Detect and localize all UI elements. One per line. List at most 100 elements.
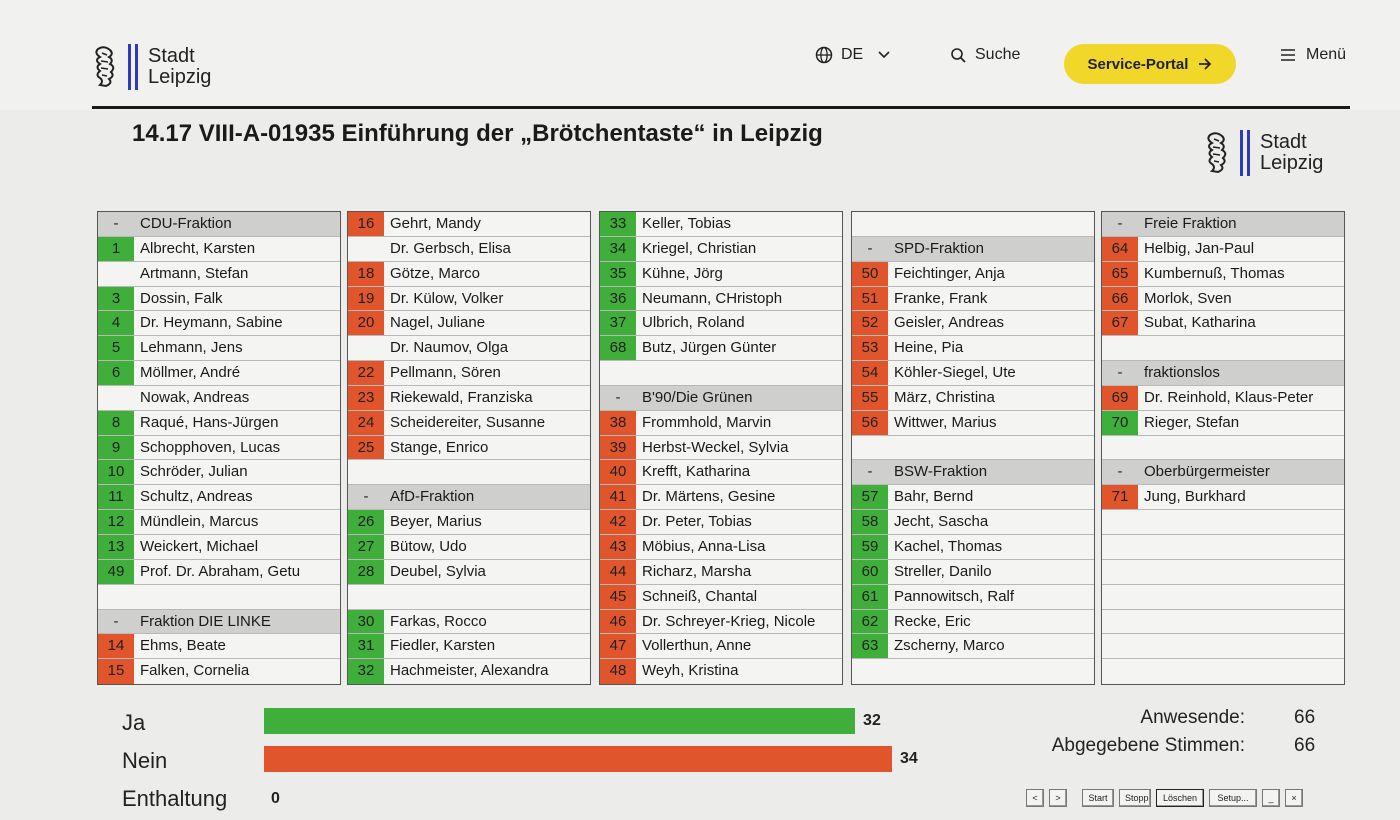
seat-number-vote-cell: 51 [852,286,888,311]
seat-number-vote-cell: 27 [348,534,384,559]
seat-number-vote-cell: 32 [348,659,384,685]
search-link[interactable]: Suche [950,46,1020,64]
empty-name-cell [888,436,1094,460]
seat-number-vote-cell: 71 [1102,485,1138,510]
service-portal-label: Service-Portal [1087,55,1189,73]
member-row: 63 Zscherny, Marco [852,634,1094,660]
language-selector[interactable]: DE [815,46,891,64]
member-row: 18 Götze, Marco [348,261,590,287]
party-header-row: - AfD-Fraktion [348,485,590,511]
nein-label: Nein [122,748,168,773]
member-name: Jecht, Sascha [894,513,989,531]
member-row: 8 Raqué, Hans-Jürgen [98,410,340,436]
member-row: 5 Lehmann, Jens [98,336,340,362]
member-name: Dr. Schreyer-Krieg, Nicole [642,612,816,630]
member-row: 25 Stange, Enrico [348,435,590,461]
member-row: 67 Subat, Katharina [1102,311,1344,337]
party-header-row: - Oberbürgermeister [1102,460,1344,486]
party-header-row: - SPD-Fraktion [852,236,1094,262]
member-row: 3 Dossin, Falk [98,286,340,312]
member-name: Farkas, Rocco [390,612,487,630]
member-row: 19 Dr. Külow, Volker [348,286,590,312]
member-row: 39 Herbst-Weckel, Sylvia [600,435,842,461]
seat-number-vote-cell: 53 [852,336,888,361]
member-row: 51 Franke, Frank [852,286,1094,312]
empty-row [1102,659,1344,684]
service-portal-button[interactable]: Service-Portal [1064,44,1236,84]
minimize-button[interactable]: _ [1262,789,1280,807]
prev-button[interactable]: < [1026,789,1044,807]
empty-row [1102,634,1344,660]
seat-number-vote-cell: 6 [98,361,134,385]
seat-number-vote-cell: 49 [98,559,134,584]
setup-button[interactable]: Setup... [1209,789,1257,807]
member-row: 66 Morlok, Sven [1102,286,1344,312]
ja-result-bar [264,708,856,734]
seat-number-vote-cell: 59 [852,534,888,559]
party-name: Oberbürgermeister [1144,463,1270,481]
start-button[interactable]: Start [1082,789,1114,807]
empty-row [852,212,1094,237]
empty-name-cell [636,361,842,385]
member-name: Fiedler, Karsten [390,637,496,655]
member-name: Götze, Marco [390,264,481,282]
seat-number-vote-cell: 35 [600,261,636,286]
member-name: Falken, Cornelia [140,662,250,680]
empty-seat-cell [1102,659,1138,684]
menu-button[interactable]: Menü [1280,46,1346,64]
member-row: 14 Ehms, Beate [98,634,340,660]
enthaltung-label: Enthaltung [122,786,228,811]
party-name: fraktionslos [1144,364,1220,382]
member-name: Möbius, Anna-Lisa [642,537,766,555]
party-dash: - [1102,460,1138,485]
member-name: Weyh, Kristina [642,662,739,680]
lion-crest-icon [95,46,115,88]
member-row: 37 Ulbrich, Roland [600,311,842,337]
empty-seat-cell [1102,560,1138,584]
member-row: 27 Bütow, Udo [348,534,590,560]
member-name: Ulbrich, Roland [642,314,745,332]
arrow-right-icon [1199,58,1212,70]
seat-number-vote-cell: 56 [852,410,888,435]
member-name: Zscherny, Marco [894,637,1005,655]
clear-button[interactable]: Löschen [1156,789,1204,807]
member-name: Mündlein, Marcus [140,513,259,531]
member-name: Schopphoven, Lucas [140,438,281,456]
member-row: 13 Weickert, Michael [98,534,340,560]
seat-number-vote-cell: 52 [852,311,888,336]
vote-column-1: - CDU-Fraktion 1 Albrecht, Karsten Artmann, … [97,211,341,686]
member-row: 64 Helbig, Jan-Paul [1102,236,1344,262]
member-name: Lehmann, Jens [140,339,243,357]
nein-count: 34 [900,750,918,767]
member-row: Dr. Naumov, Olga [348,336,590,362]
empty-seat-cell [852,212,888,236]
seat-number-vote-cell: 68 [600,336,636,361]
seat-number-vote-cell: 66 [1102,286,1138,311]
stop-button[interactable]: Stopp [1119,789,1151,807]
next-button[interactable]: > [1049,789,1067,807]
empty-seat-cell [1102,634,1138,658]
seat-number-vote-cell: 13 [98,534,134,559]
member-name: Prof. Dr. Abraham, Getu [140,562,301,580]
seat-number-vote-cell: 11 [98,485,134,510]
member-row: 54 Köhler-Siegel, Ute [852,361,1094,386]
nein-result-bar [264,746,892,772]
stadt-leipzig-logo[interactable]: Stadt Leipzig [92,44,211,90]
close-button[interactable]: × [1285,789,1303,807]
seat-number-vote-cell: 20 [348,311,384,336]
empty-row [852,659,1094,684]
seat-number-vote-cell: 57 [852,485,888,510]
header-divider [92,106,1350,109]
party-dash: - [348,485,384,510]
seat-number-vote-cell: 50 [852,261,888,286]
member-name: Artmann, Stefan [140,264,249,282]
seat-number-vote-cell: 4 [98,311,134,336]
member-name: Bahr, Bernd [894,488,974,506]
empty-name-cell [384,585,590,609]
seat-number-vote-cell: 23 [348,385,384,410]
member-name: Möllmer, André [140,364,241,382]
seat-number-vote-cell: 54 [852,361,888,385]
member-name: Kumbernuß, Thomas [1144,264,1285,282]
member-row: 35 Kühne, Jörg [600,261,842,287]
anwesende-value: 66 [1294,707,1316,728]
